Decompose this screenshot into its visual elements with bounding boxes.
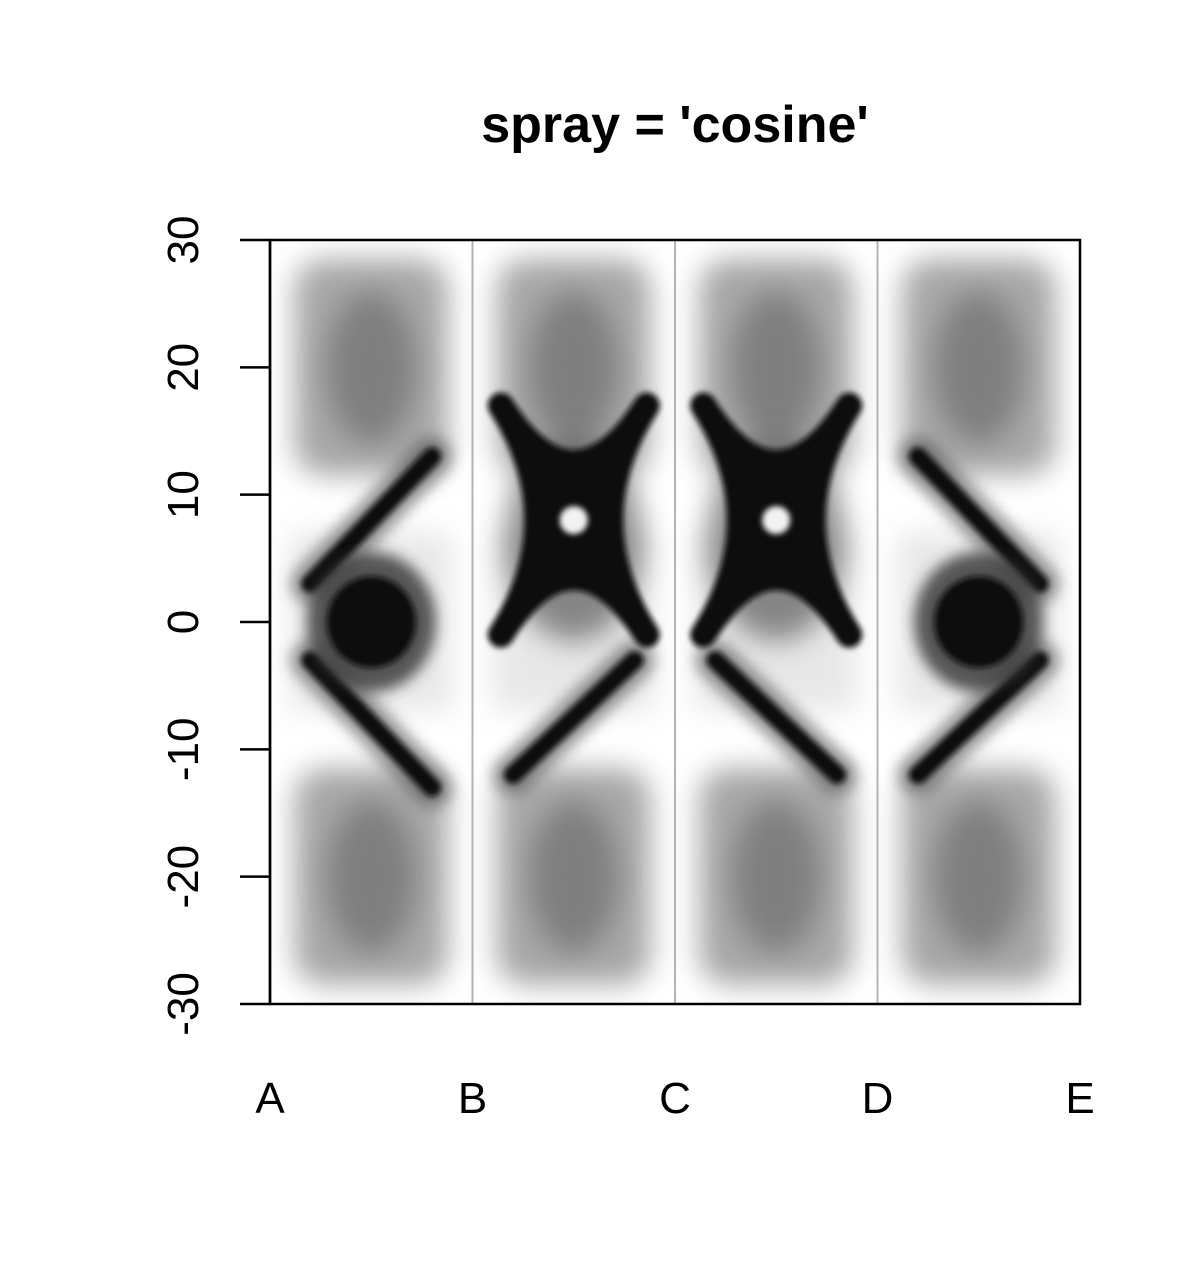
x-tick-label-A: A <box>255 1074 285 1123</box>
x-tick-label-D: D <box>862 1074 894 1123</box>
x-tick-label-C: C <box>659 1074 691 1123</box>
density-star-2 <box>690 392 863 648</box>
x-tick-label-B: B <box>458 1074 487 1123</box>
density-ridge-1 <box>290 436 452 604</box>
density-ridge-4 <box>695 640 857 795</box>
x-axis: A B C D E <box>255 1074 1094 1123</box>
density-ridge-3 <box>493 640 655 795</box>
y-tick-label-10: 10 <box>159 470 208 519</box>
x-tick-label-E: E <box>1065 1074 1094 1123</box>
density-ridge-5 <box>898 436 1060 604</box>
heatmap-density <box>290 259 1060 985</box>
density-oval-2 <box>913 551 1044 693</box>
density-star-1 <box>487 392 660 648</box>
density-cloud-bottom-3 <box>699 768 854 985</box>
density-cloud-top-4 <box>901 259 1056 476</box>
chart-title: spray = 'cosine' <box>481 96 869 154</box>
density-cloud-top-2 <box>496 259 651 476</box>
density-ridge-6 <box>898 640 1060 795</box>
y-tick-label-30: 30 <box>159 216 208 265</box>
density-cloud-bottom-1 <box>294 768 449 985</box>
y-tick-label-0: 0 <box>159 610 208 634</box>
density-cloud-top-3 <box>699 259 854 476</box>
y-tick-label--10: -10 <box>159 718 208 782</box>
y-axis: 30 20 10 0 -10 -20 -30 <box>159 216 272 1036</box>
density-ridge-2 <box>290 640 452 808</box>
y-tick-label--30: -30 <box>159 972 208 1036</box>
grid-lines <box>471 240 879 1004</box>
density-cloud-bottom-2 <box>496 768 651 985</box>
density-cloud-bottom-4 <box>901 768 1056 985</box>
density-cloud-top-1 <box>294 259 449 476</box>
y-tick-label-20: 20 <box>159 343 208 392</box>
density-oval-1 <box>306 551 437 693</box>
y-tick-label--20: -20 <box>159 845 208 909</box>
